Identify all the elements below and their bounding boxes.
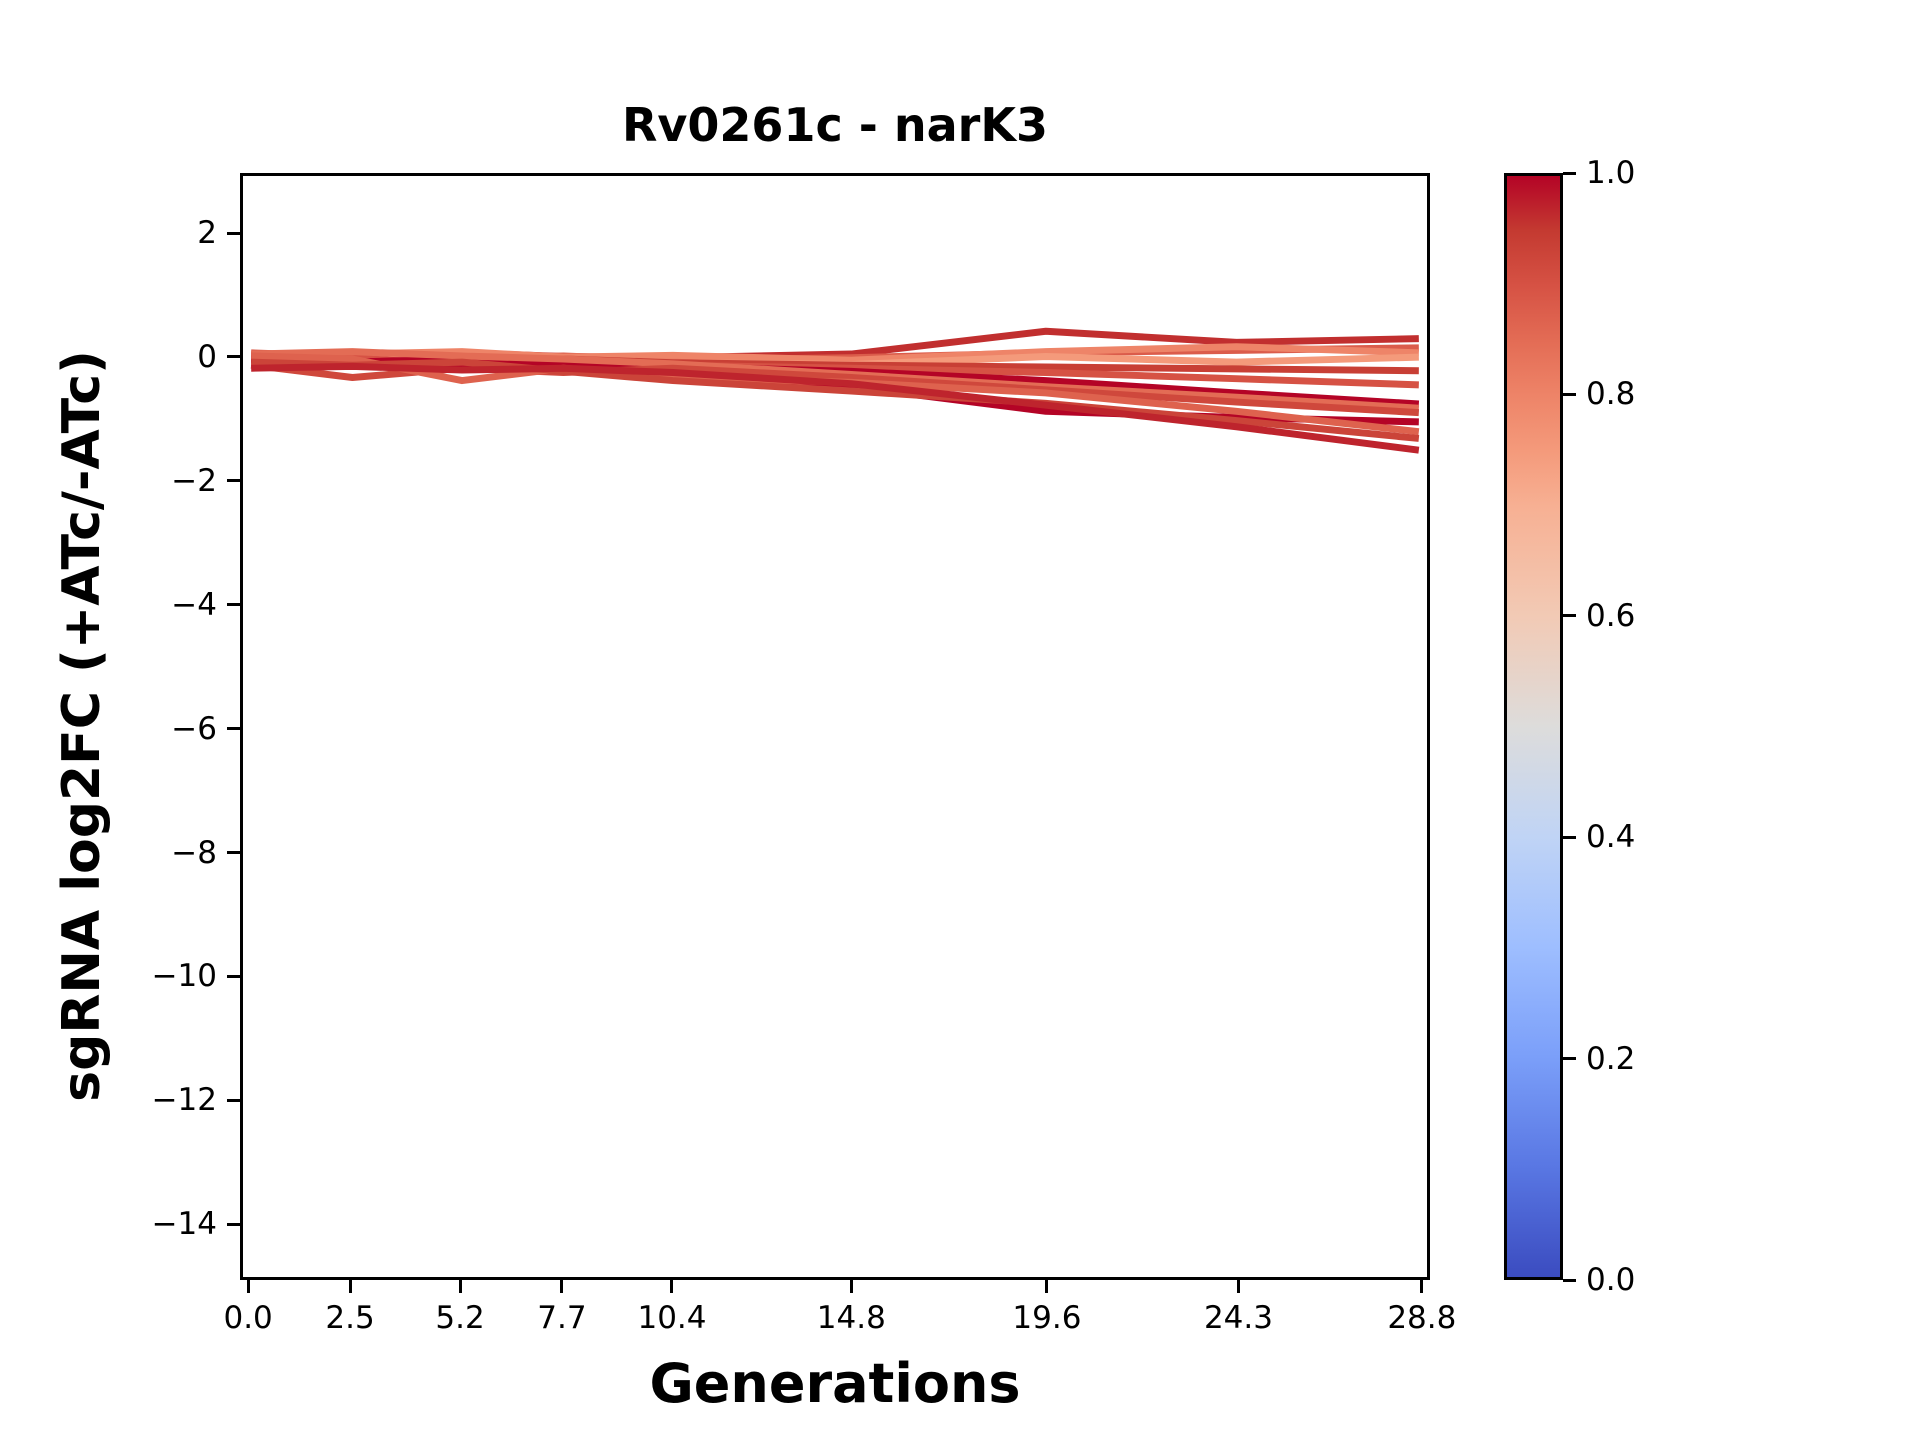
y-tick-mark — [227, 355, 240, 359]
x-tick-label: 10.4 — [637, 1300, 707, 1336]
x-tick-label: 28.8 — [1387, 1300, 1457, 1336]
y-tick-mark — [227, 1222, 240, 1226]
colorbar-tick-mark — [1563, 392, 1576, 396]
x-tick-mark — [1236, 1280, 1240, 1293]
y-tick-label: −10 — [151, 958, 217, 995]
sgrna-trace-trace-8 — [251, 348, 1420, 412]
y-tick-mark — [227, 1098, 240, 1102]
colorbar-tick-label: 0.4 — [1586, 819, 1636, 856]
colorbar-tick-mark — [1563, 1278, 1576, 1282]
y-tick-label: −6 — [171, 710, 217, 747]
x-tick-mark — [1420, 1280, 1424, 1293]
x-tick-mark — [849, 1280, 853, 1293]
colorbar-tick-label: 0.0 — [1586, 1262, 1636, 1298]
y-tick-label: 2 — [197, 215, 217, 252]
x-tick-mark — [1045, 1280, 1049, 1293]
x-tick-mark — [560, 1280, 564, 1293]
x-tick-mark — [348, 1280, 352, 1293]
colorbar-tick-label: 0.8 — [1586, 376, 1636, 413]
x-tick-mark — [670, 1280, 674, 1293]
sgrna-traces — [250, 327, 1420, 454]
y-tick-mark — [227, 231, 240, 235]
colorbar-tick-label: 0.6 — [1586, 597, 1636, 634]
y-tick-label: −8 — [171, 834, 217, 871]
colorbar — [1504, 173, 1563, 1280]
colorbar-tick-mark — [1563, 614, 1576, 618]
x-tick-label: 19.6 — [1012, 1300, 1082, 1336]
x-tick-label: 7.7 — [537, 1300, 587, 1336]
x-tick-label: 24.3 — [1203, 1300, 1273, 1336]
x-tick-label: 0.0 — [223, 1300, 273, 1336]
sgrna-trace-trace-13 — [251, 362, 1420, 454]
colorbar-tick-mark — [1563, 171, 1576, 175]
colorbar-tick-mark — [1563, 1057, 1576, 1061]
y-tick-mark — [227, 974, 240, 978]
x-tick-label: 14.8 — [816, 1300, 886, 1336]
x-tick-mark — [246, 1280, 250, 1293]
x-axis-label: Generations — [649, 1352, 1021, 1415]
y-tick-mark — [227, 727, 240, 731]
y-tick-label: 0 — [197, 338, 217, 375]
y-tick-label: −12 — [151, 1082, 217, 1119]
colorbar-tick-label: 1.0 — [1586, 155, 1636, 191]
colorbar-gradient — [1507, 176, 1560, 1277]
y-tick-mark — [227, 851, 240, 855]
y-tick-mark — [227, 479, 240, 483]
sgrna-trace-trace-9 — [250, 361, 1420, 417]
x-tick-label: 2.5 — [325, 1300, 375, 1336]
colorbar-tick-label: 0.2 — [1586, 1040, 1636, 1077]
y-tick-label: −4 — [171, 586, 217, 623]
chart-title: Rv0261c - narK3 — [622, 98, 1048, 152]
plot-area — [240, 173, 1430, 1280]
colorbar-tick-mark — [1563, 835, 1576, 839]
y-tick-label: −2 — [171, 462, 217, 499]
x-tick-mark — [458, 1280, 462, 1293]
y-tick-mark — [227, 603, 240, 607]
x-tick-label: 5.2 — [435, 1300, 485, 1336]
y-tick-label: −14 — [151, 1206, 217, 1243]
